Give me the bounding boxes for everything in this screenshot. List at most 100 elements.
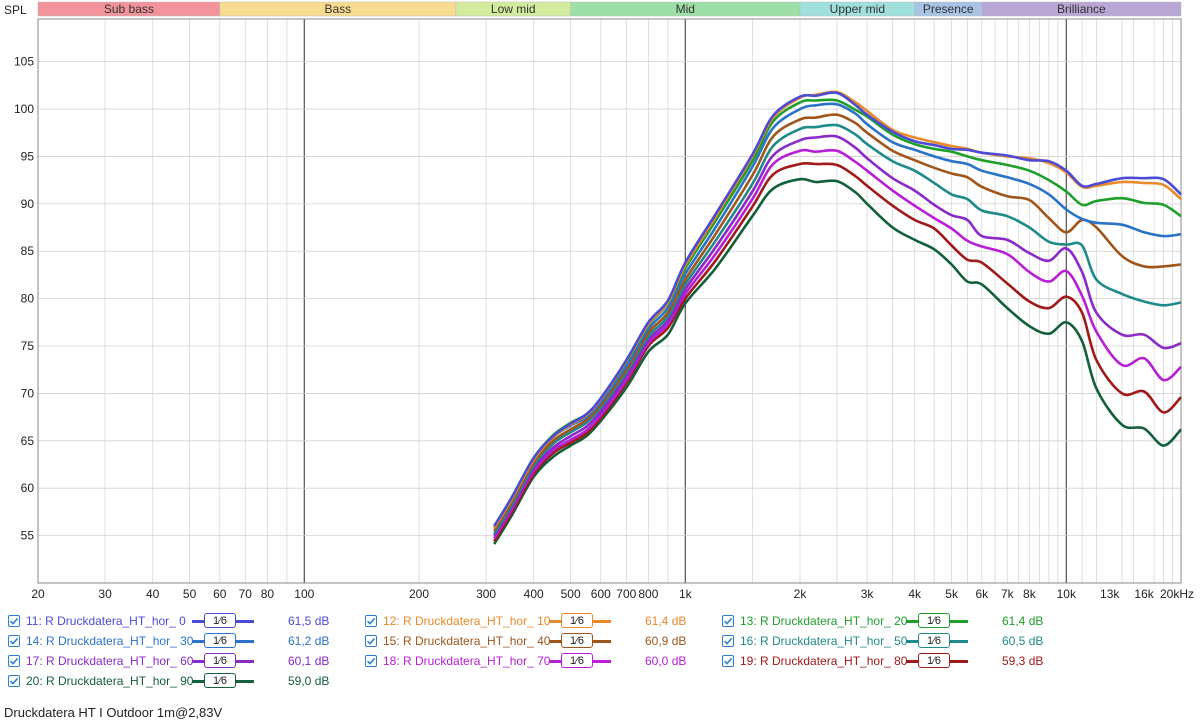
y-axis-label: SPL <box>4 3 27 17</box>
x-tick-label: 800 <box>638 587 658 601</box>
legend-item[interactable]: 14: R Druckdatera_HT_hor_ 30 <box>8 632 193 650</box>
x-tick-label: 5k <box>945 587 959 601</box>
checkbox-icon[interactable] <box>722 635 734 647</box>
x-tick-label: 6k <box>975 587 989 601</box>
smoothing-box[interactable]: 1⁄6 <box>204 653 236 668</box>
x-tick-label: 20 <box>31 587 45 601</box>
checkbox-icon[interactable] <box>722 655 734 667</box>
checkbox-icon[interactable] <box>365 615 377 627</box>
frequency-bands: Sub bass Bass Low mid Mid Upper mid Presence B… <box>37 1 1182 17</box>
x-tick-label: 50 <box>183 587 197 601</box>
checkbox-icon[interactable] <box>722 615 734 627</box>
smoothing-control[interactable]: 1⁄6 <box>906 653 968 668</box>
legend-item[interactable]: 18: R Druckdatera_HT_hor_ 70 <box>365 652 550 670</box>
y-tick-labels: 55 60 65 70 75 80 85 90 95 100 105 <box>14 55 34 543</box>
y-tick-label: 55 <box>21 529 35 543</box>
smoothing-control[interactable]: 1⁄6 <box>192 673 254 688</box>
legend-item[interactable]: 15: R Druckdatera_HT_hor_ 40 <box>365 632 550 650</box>
legend-db-value: 59,0 dB <box>288 674 330 688</box>
x-tick-label: 8k <box>1023 587 1037 601</box>
checkbox-icon[interactable] <box>365 635 377 647</box>
smoothing-box[interactable]: 1⁄6 <box>918 613 950 628</box>
smoothing-control[interactable]: 1⁄6 <box>192 653 254 668</box>
smoothing-box[interactable]: 1⁄6 <box>561 613 593 628</box>
y-tick-label: 100 <box>14 102 34 116</box>
smoothing-control[interactable]: 1⁄6 <box>906 613 968 628</box>
smoothing-control[interactable]: 1⁄6 <box>549 653 611 668</box>
legend-item[interactable]: 11: R Druckdatera_HT_hor_ 0 <box>8 612 186 630</box>
legend-label: 11: R Druckdatera_HT_hor_ 0 <box>26 614 186 628</box>
legend-item[interactable]: 17: R Druckdatera_HT_hor_ 60 <box>8 652 193 670</box>
smoothing-control[interactable]: 1⁄6 <box>192 613 254 628</box>
y-tick-label: 60 <box>21 481 35 495</box>
smoothing-box[interactable]: 1⁄6 <box>204 633 236 648</box>
legend-db-value: 61,4 dB <box>645 614 687 628</box>
x-tick-label: 40 <box>146 587 160 601</box>
frequency-response-chart: Sub bass Bass Low mid Mid Upper mid Presence B… <box>4 1 1194 601</box>
legend-db-value: 60,0 dB <box>645 654 687 668</box>
x-tick-label: 300 <box>476 587 496 601</box>
legend-label: 18: R Druckdatera_HT_hor_ 70 <box>383 654 551 668</box>
x-tick-label: 70 <box>239 587 253 601</box>
x-tick-labels: 20 30 40 50 60 70 80 100 200 300 400 500 600 700 800 1k… <box>31 587 1194 601</box>
smoothing-control[interactable]: 1⁄6 <box>549 633 611 648</box>
band-label: Bass <box>325 2 352 16</box>
x-tick-label: 30 <box>98 587 112 601</box>
legend-db-value: 60,1 dB <box>288 654 330 668</box>
smoothing-box[interactable]: 1⁄6 <box>918 653 950 668</box>
legend-item[interactable]: 20: R Druckdatera_HT_hor_ 90 <box>8 672 193 690</box>
legend-item[interactable]: 12: R Druckdatera_HT_hor_ 10 <box>365 612 550 630</box>
checkbox-icon[interactable] <box>365 655 377 667</box>
band-label: Mid <box>676 2 695 16</box>
x-tick-label: 2k <box>794 587 808 601</box>
y-tick-label: 80 <box>21 292 35 306</box>
smoothing-box[interactable]: 1⁄6 <box>561 633 593 648</box>
checkbox-icon[interactable] <box>8 635 20 647</box>
smoothing-box[interactable]: 1⁄6 <box>204 613 236 628</box>
smoothing-box[interactable]: 1⁄6 <box>561 653 593 668</box>
smoothing-control[interactable]: 1⁄6 <box>192 633 254 648</box>
x-tick-label: 3k <box>861 587 875 601</box>
plot-frame <box>37 18 1182 584</box>
legend-item[interactable]: 16: R Druckdatera_HT_hor_ 50 <box>722 632 907 650</box>
band-label: Presence <box>923 2 974 16</box>
checkbox-icon[interactable] <box>8 615 20 627</box>
band-label: Upper mid <box>830 2 885 16</box>
x-tick-label: 400 <box>524 587 544 601</box>
legend-item[interactable]: 13: R Druckdatera_HT_hor_ 20 <box>722 612 907 630</box>
legend-label: 15: R Druckdatera_HT_hor_ 40 <box>383 634 551 648</box>
smoothing-box[interactable]: 1⁄6 <box>918 633 950 648</box>
y-tick-label: 95 <box>21 149 35 163</box>
x-tick-label: 80 <box>261 587 275 601</box>
smoothing-box[interactable]: 1⁄6 <box>204 673 236 688</box>
x-tick-label: 16k <box>1134 587 1154 601</box>
y-tick-label: 105 <box>14 55 34 69</box>
legend: 11: R Druckdatera_HT_hor_ 0 1⁄6 61,5 dB 12:… <box>0 610 1200 700</box>
legend-db-value: 60,9 dB <box>645 634 687 648</box>
y-tick-label: 70 <box>21 386 35 400</box>
legend-db-value: 61,5 dB <box>288 614 330 628</box>
x-tick-label: 4k <box>908 587 922 601</box>
legend-label: 17: R Druckdatera_HT_hor_ 60 <box>26 654 194 668</box>
legend-item[interactable]: 19: R Druckdatera_HT_hor_ 80 <box>722 652 907 670</box>
series-line-5 <box>493 123 1182 535</box>
x-tick-label: 500 <box>561 587 581 601</box>
x-tick-label: 10k <box>1057 587 1077 601</box>
series-line-3 <box>493 102 1182 529</box>
series-line-6 <box>493 134 1182 537</box>
series-line-2 <box>493 98 1182 527</box>
legend-db-value: 61,2 dB <box>288 634 330 648</box>
smoothing-control[interactable]: 1⁄6 <box>549 613 611 628</box>
checkbox-icon[interactable] <box>8 675 20 687</box>
smoothing-control[interactable]: 1⁄6 <box>906 633 968 648</box>
series-line-8 <box>493 161 1182 542</box>
checkbox-icon[interactable] <box>8 655 20 667</box>
legend-label: 20: R Druckdatera_HT_hor_ 90 <box>26 674 194 688</box>
series-lines <box>493 90 1182 545</box>
x-tick-label: 600 <box>591 587 611 601</box>
x-tick-label: 700 <box>616 587 636 601</box>
legend-db-value: 60,5 dB <box>1002 634 1044 648</box>
x-tick-label: 60 <box>213 587 227 601</box>
series-line-7 <box>493 148 1182 540</box>
x-tick-label: 20kHz <box>1160 587 1194 601</box>
